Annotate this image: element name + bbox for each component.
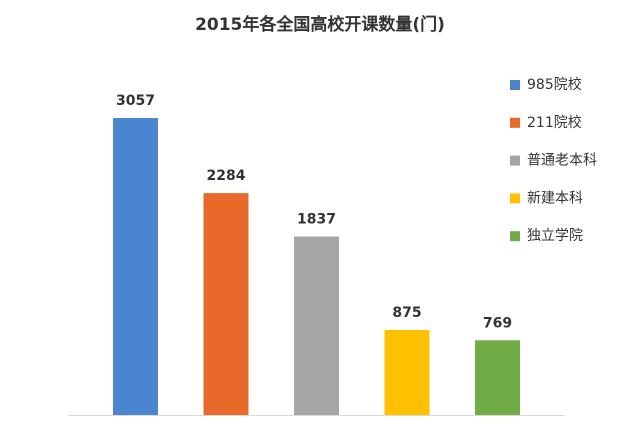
bar [203,193,249,415]
legend-swatch [510,231,520,242]
value-label: 875 [392,305,421,321]
legend-swatch [510,117,520,128]
chart-title: 2015年各全国高校开课数量(门) [195,14,445,35]
legend-label: 普通老本科 [527,153,597,169]
value-label: 1837 [297,212,336,228]
value-label: 2284 [207,168,246,184]
legend-label: 独立学院 [527,228,583,244]
legend-swatch [510,80,520,90]
bar [384,330,430,415]
bar [294,236,339,415]
legend-label: 新建本科 [527,190,583,206]
legend-swatch [510,155,520,166]
value-label: 3057 [116,93,155,109]
value-label: 769 [483,315,512,331]
legend-swatch [510,193,520,204]
legend-label: 211院校 [527,114,582,131]
bar [475,340,520,415]
legend-label: 985院校 [527,76,582,93]
bar [113,118,158,415]
